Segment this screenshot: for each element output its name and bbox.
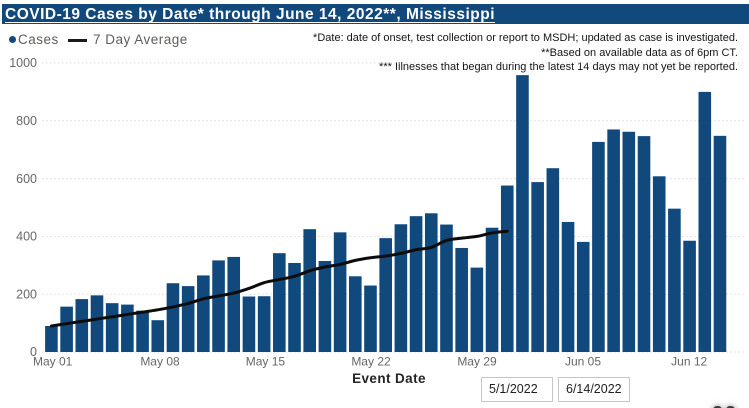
- svg-text:400: 400: [16, 230, 37, 244]
- svg-text:May 15: May 15: [246, 355, 286, 369]
- svg-text:Jun 12: Jun 12: [671, 355, 707, 369]
- svg-text:May 08: May 08: [140, 355, 180, 369]
- svg-text:200: 200: [16, 287, 37, 301]
- svg-text:0: 0: [30, 345, 37, 359]
- svg-text:May 22: May 22: [351, 355, 391, 369]
- svg-text:May 29: May 29: [457, 355, 497, 369]
- svg-text:Jun 05: Jun 05: [565, 355, 601, 369]
- svg-text:May 01: May 01: [33, 355, 73, 369]
- svg-text:1000: 1000: [9, 56, 37, 70]
- svg-text:600: 600: [16, 172, 37, 186]
- svg-text:800: 800: [16, 114, 37, 128]
